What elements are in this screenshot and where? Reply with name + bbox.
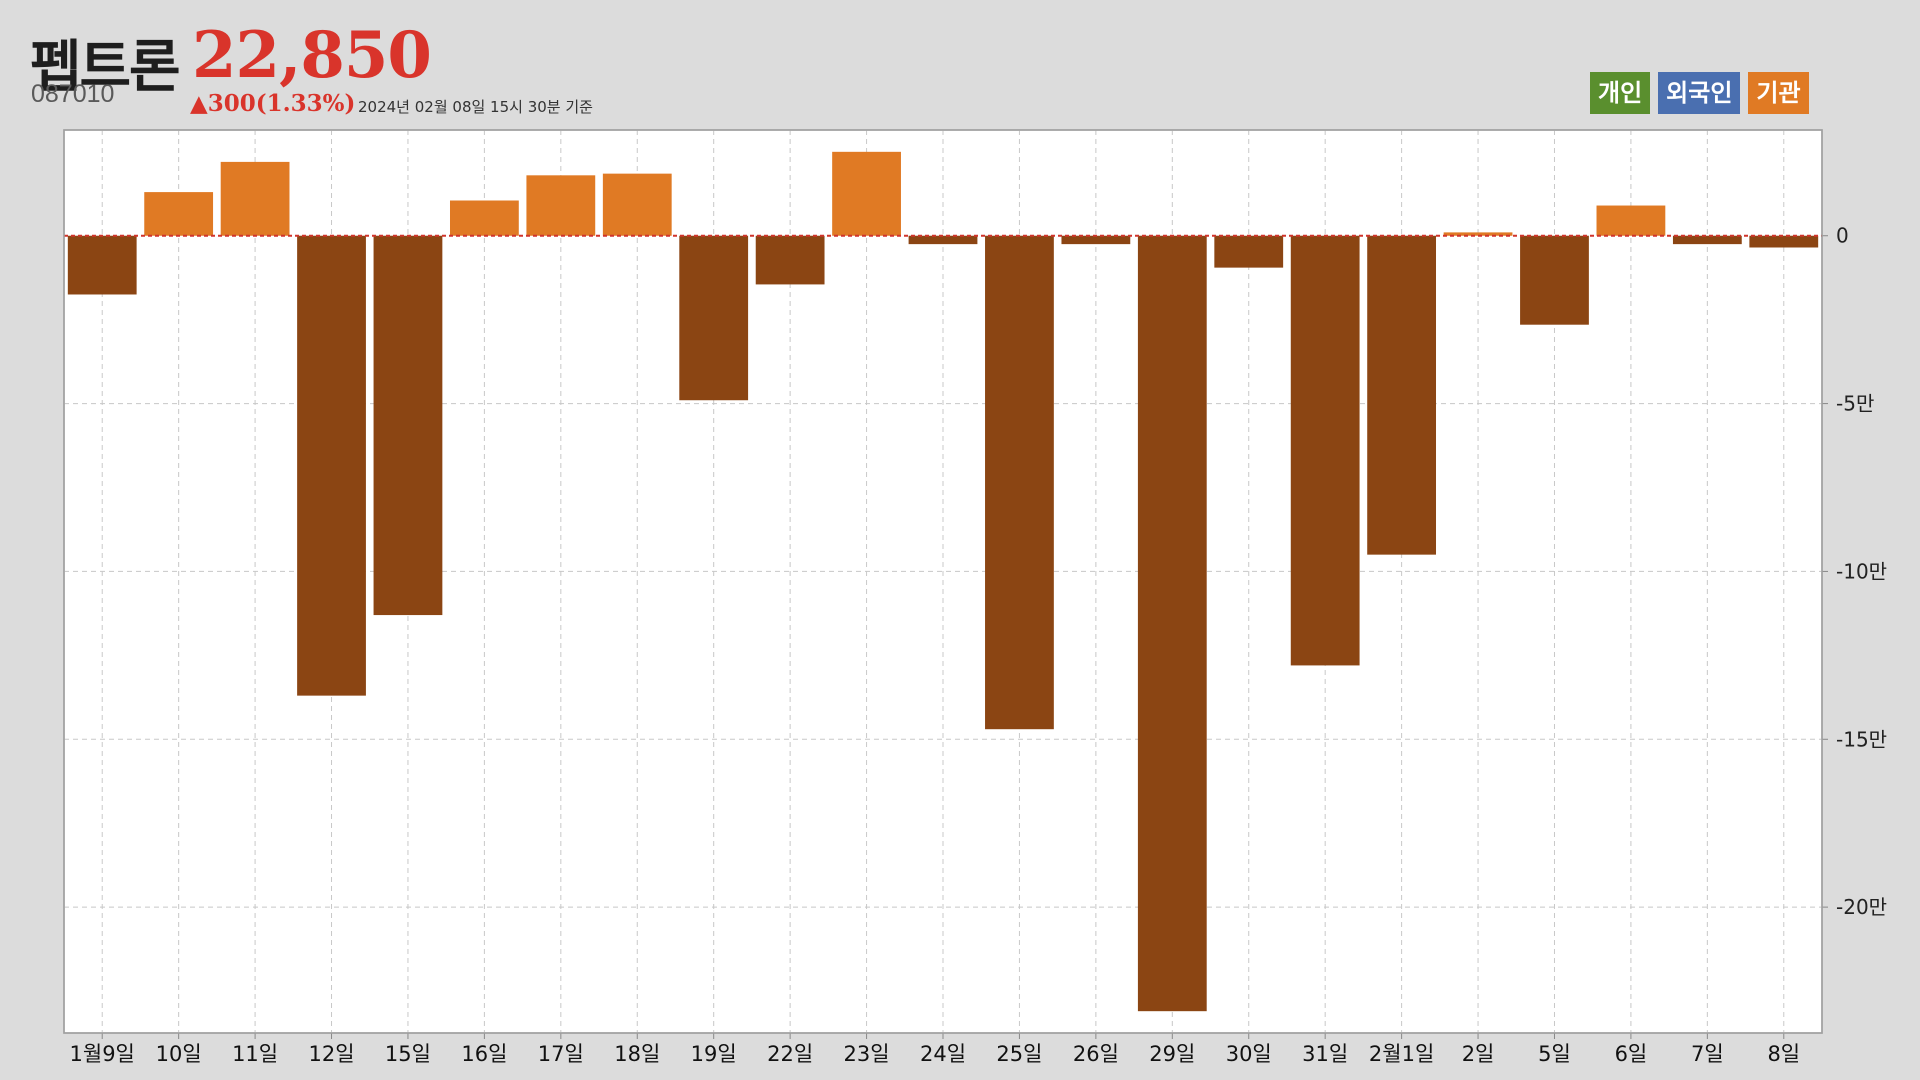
x-tick-label: 12일 — [308, 1042, 354, 1066]
x-tick-label: 11일 — [232, 1042, 278, 1066]
price-change: ▲300(1.33%) — [190, 90, 356, 117]
bar — [1520, 235, 1589, 325]
plot-border — [63, 129, 1823, 1034]
bar — [1061, 235, 1131, 245]
x-tick-label: 5일 — [1538, 1042, 1571, 1066]
legend-item-institution[interactable]: 기관 — [1748, 72, 1809, 114]
x-tick-label: 8일 — [1767, 1042, 1800, 1066]
bar — [1367, 235, 1437, 555]
x-tick-label: 30일 — [1226, 1042, 1272, 1066]
legend-item-individual[interactable]: 개인 — [1590, 72, 1651, 114]
bar — [449, 200, 519, 236]
x-tick-label: 7일 — [1691, 1042, 1724, 1066]
bar — [1137, 235, 1207, 1012]
y-tick-label: -5만 — [1836, 392, 1874, 416]
bar — [144, 192, 214, 236]
x-tick-label: 15일 — [385, 1042, 431, 1066]
stock-price: 22,850 — [192, 18, 432, 93]
stock-name: 펩트론 — [30, 35, 181, 100]
bar — [602, 173, 672, 236]
legend: 개인 외국인 기관 — [1582, 72, 1809, 114]
x-tick-label: 10일 — [156, 1042, 202, 1066]
bar — [755, 235, 825, 285]
x-tick-label: 6일 — [1615, 1042, 1648, 1066]
bar — [832, 151, 901, 236]
y-tick-label: -10만 — [1836, 559, 1887, 583]
bar — [679, 235, 749, 401]
x-tick-label: 2일 — [1462, 1042, 1495, 1066]
bar — [1214, 235, 1284, 268]
x-tick-label: 18일 — [614, 1042, 660, 1066]
bar — [297, 235, 366, 696]
x-tick-label: 26일 — [1073, 1042, 1119, 1066]
y-tick-label: -15만 — [1836, 727, 1887, 751]
timestamp: 2024년 02월 08일 15시 30분 기준 — [358, 98, 593, 116]
y-tick-label: 0 — [1836, 224, 1849, 248]
x-tick-label: 24일 — [920, 1042, 966, 1066]
x-tick-label: 23일 — [844, 1042, 890, 1066]
bar — [1596, 205, 1666, 236]
bar — [526, 175, 596, 236]
x-tick-label: 2월1일 — [1369, 1042, 1434, 1066]
bar — [1749, 235, 1819, 248]
y-tick-label: -20만 — [1836, 895, 1887, 919]
x-tick-label: 29일 — [1149, 1042, 1195, 1066]
x-tick-label: 1월9일 — [70, 1042, 135, 1066]
x-tick-label: 22일 — [767, 1042, 813, 1066]
x-tick-label: 17일 — [538, 1042, 584, 1066]
bar — [985, 235, 1054, 730]
bar — [1443, 232, 1513, 236]
bar — [1672, 235, 1742, 245]
header: 펩트론 22,850 087010 ▲300(1.33%) 2024년 02월 … — [0, 0, 1920, 125]
x-tick-label: 19일 — [691, 1042, 737, 1066]
legend-item-foreign[interactable]: 외국인 — [1658, 72, 1741, 114]
bar — [220, 161, 290, 236]
stock-code: 087010 — [31, 80, 115, 108]
bar — [908, 235, 978, 245]
bar — [1290, 235, 1360, 666]
x-tick-label: 25일 — [996, 1042, 1042, 1066]
x-tick-label: 31일 — [1302, 1042, 1348, 1066]
bar — [67, 235, 137, 295]
x-tick-label: 16일 — [461, 1042, 507, 1066]
bar — [373, 235, 443, 616]
